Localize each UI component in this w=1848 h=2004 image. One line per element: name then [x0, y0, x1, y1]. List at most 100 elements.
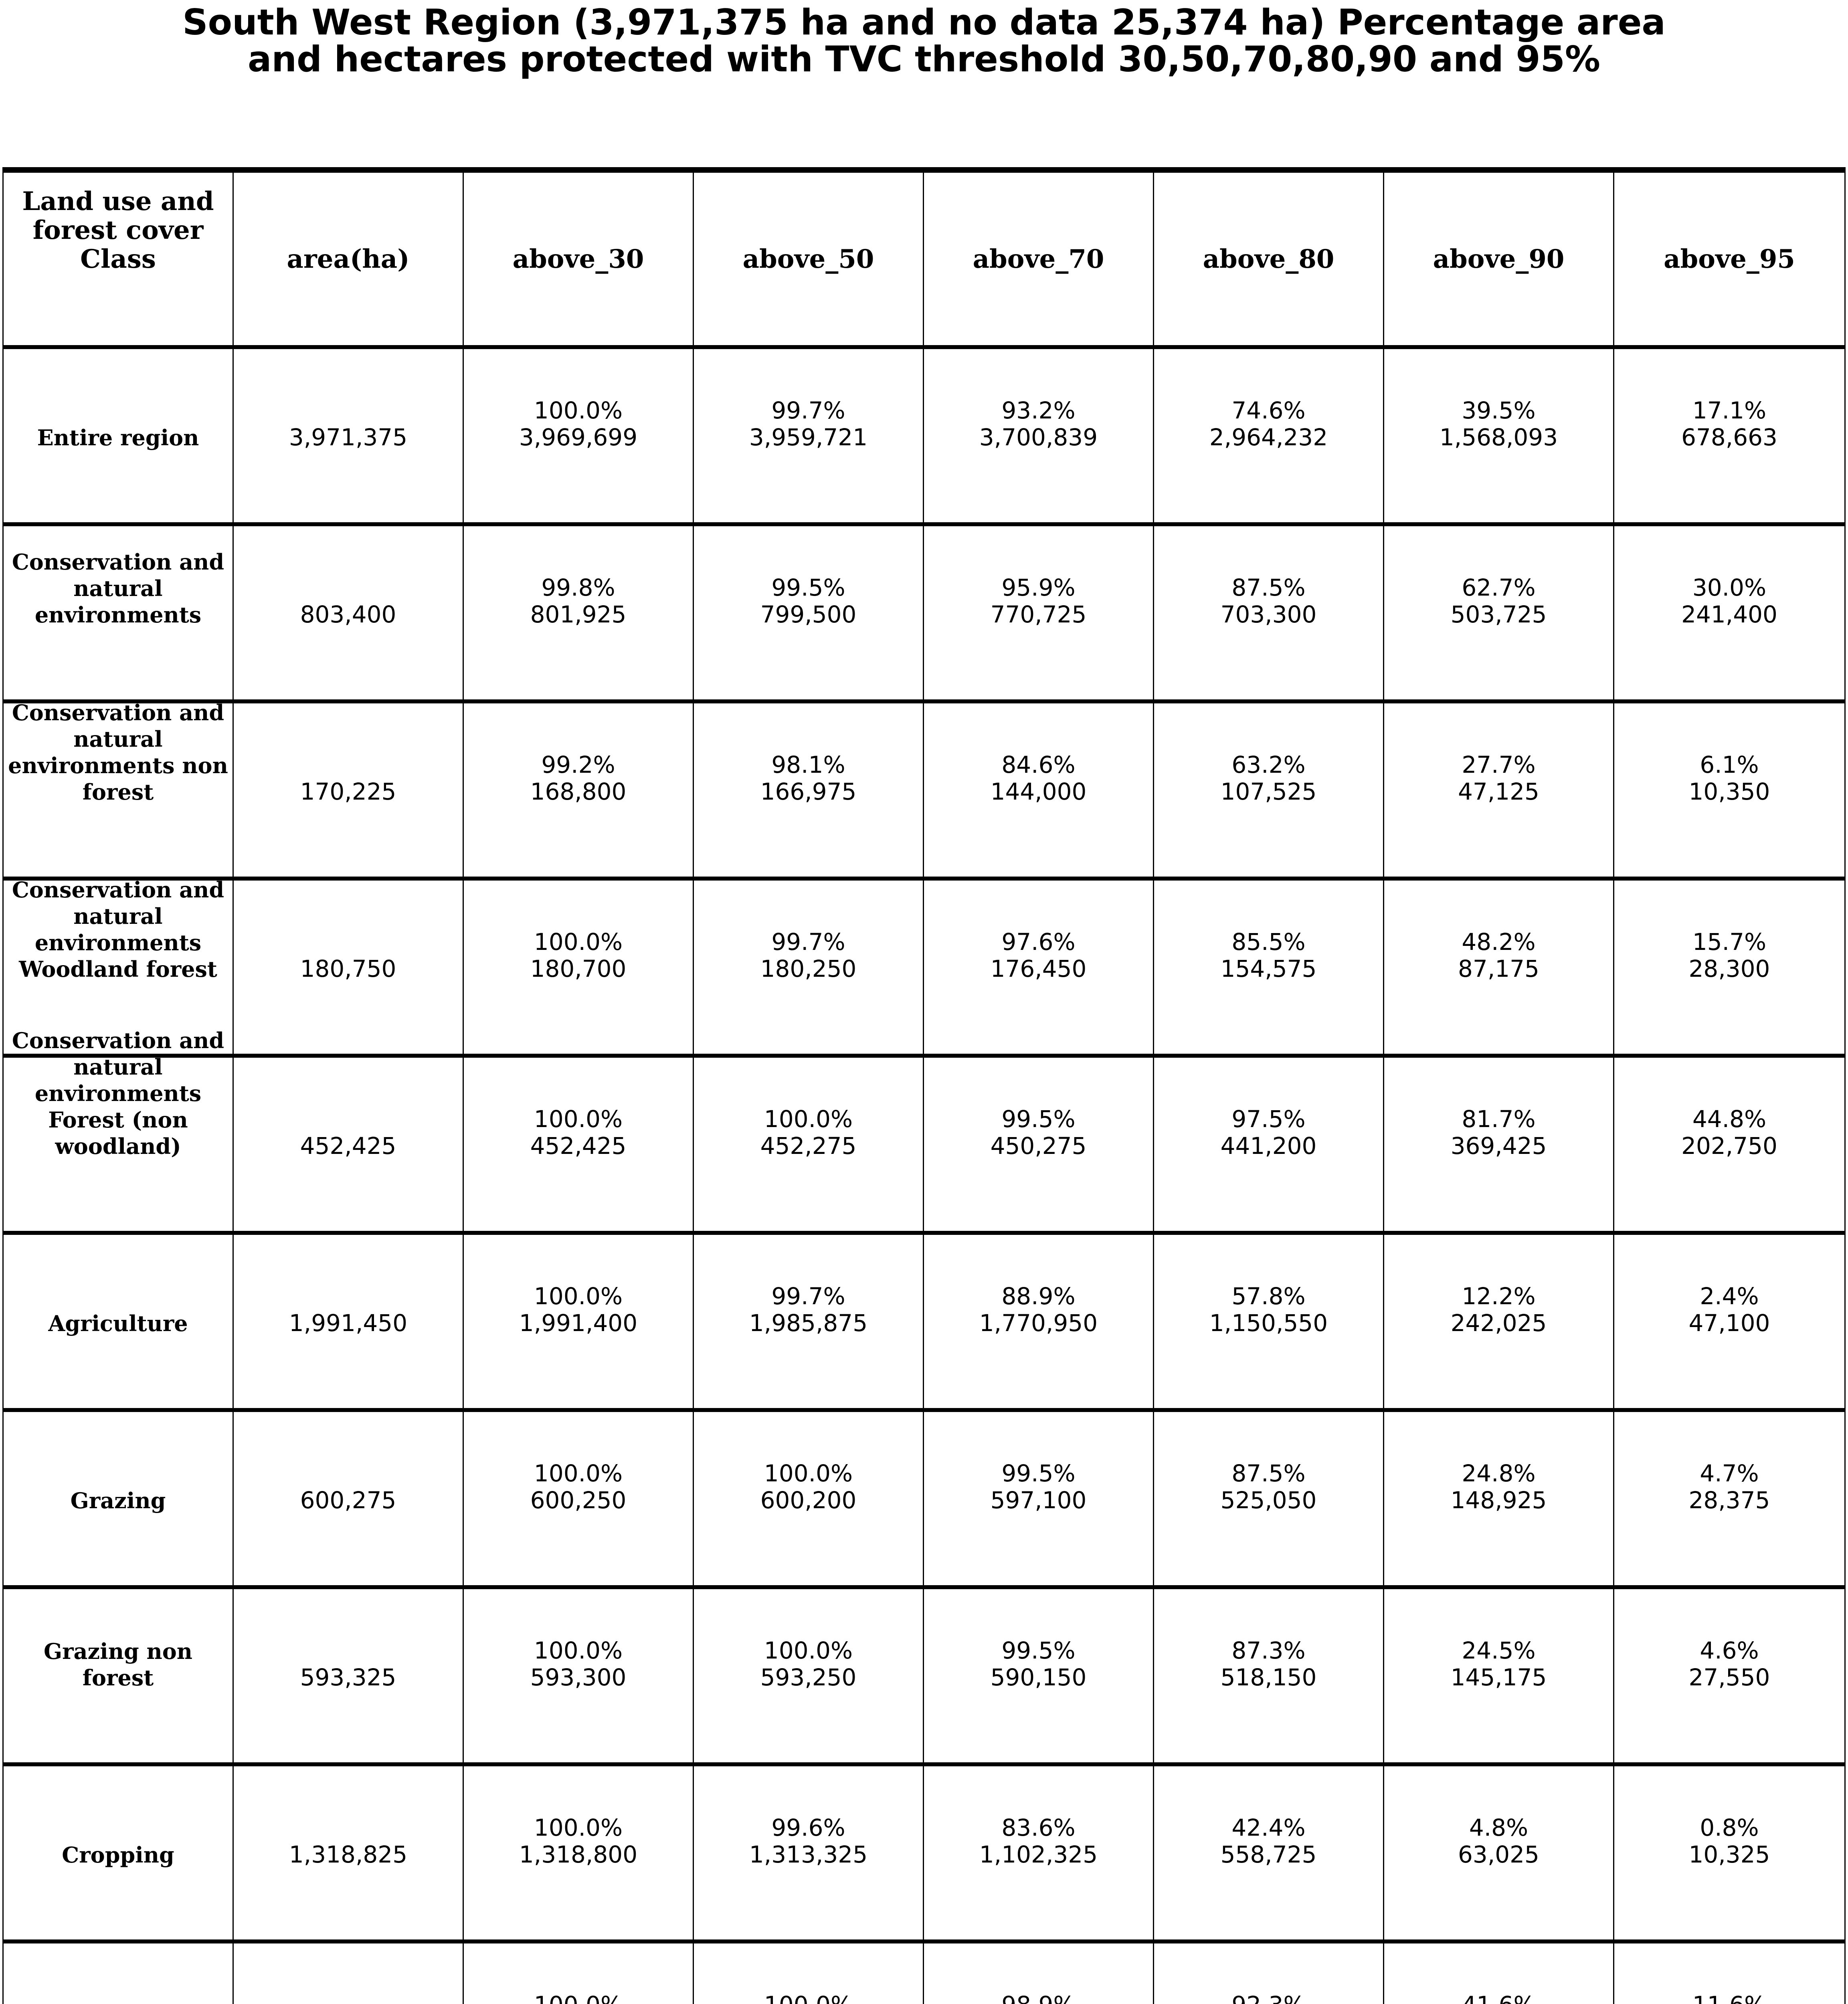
above-80-cell: 63.2% 107,525: [1154, 703, 1384, 877]
threshold-cell-content: 57.8% 1,150,550: [1157, 1283, 1381, 1337]
row-label-cell: Conservation and natural environments: [4, 526, 234, 699]
area-ha-value: 1,991,450: [289, 1309, 408, 1337]
percent-value: 4.8%: [1469, 1814, 1529, 1841]
threshold-cell-content: 84.6% 144,000: [926, 752, 1150, 805]
column-header-above_80: above_80: [1154, 173, 1384, 345]
threshold-cell-content: 99.7% 1,985,875: [696, 1283, 920, 1337]
hectares-value: 452,275: [760, 1132, 857, 1160]
table-header-row: Land use and forest cover Class area(ha) a…: [4, 173, 1844, 349]
above-70-cell: 99.5% 450,275: [924, 1058, 1154, 1231]
above-50-cell: 99.7% 1,985,875: [694, 1235, 924, 1408]
hectares-value: 770,725: [990, 601, 1087, 628]
hectares-value: 1,991,400: [519, 1309, 638, 1337]
area-ha-cell: 1,991,450: [234, 1235, 464, 1408]
above-30-cell: 100.0% 593,300: [464, 1589, 694, 1762]
area-ha-cell: 72,250: [234, 1943, 464, 2004]
above-30-cell: 100.0% 452,425: [464, 1058, 694, 1231]
threshold-cell-content: 48.2% 87,175: [1387, 929, 1611, 982]
row-label-cell: Cropping: [4, 1766, 234, 1939]
threshold-cell-content: 63.2% 107,525: [1157, 752, 1381, 805]
threshold-cell-content: 99.5% 799,500: [696, 574, 920, 628]
column-header-label: above_90: [1433, 244, 1565, 274]
percent-value: 95.9%: [1001, 574, 1076, 601]
percent-value: 92.3%: [1157, 1992, 1381, 2004]
above-90-cell: 62.7% 503,725: [1384, 526, 1614, 699]
column-header-above_90: above_90: [1384, 173, 1614, 345]
percent-value: 44.8%: [1692, 1105, 1767, 1133]
above-90-cell: 24.5% 145,175: [1384, 1589, 1614, 1762]
percent-value: 99.5%: [1001, 1460, 1076, 1487]
above-30-cell: 99.2% 168,800: [464, 703, 694, 877]
threshold-cell-content: 93.2% 3,700,839: [926, 397, 1150, 451]
percent-value: 100.0%: [764, 1105, 853, 1133]
percent-value: 100.0%: [534, 1283, 623, 1310]
threshold-cell-content: 87.3% 518,150: [1157, 1637, 1381, 1691]
percent-value: 74.6%: [1231, 397, 1306, 424]
threshold-cell-content: 4.8% 63,025: [1387, 1814, 1611, 1868]
above-95-cell: 44.8% 202,750: [1614, 1058, 1844, 1231]
row-label-cell: Conservation and natural environments Wo…: [4, 877, 234, 1054]
threshold-cell-content: 85.5% 154,575: [1157, 929, 1381, 982]
threshold-cell-content: 4.6% 27,550: [1617, 1637, 1842, 1691]
column-header-above_95: above_95: [1614, 173, 1844, 345]
threshold-cell-content: 100.0% 600,250: [466, 1460, 690, 1514]
hectares-value: 47,100: [1688, 1309, 1770, 1337]
threshold-cell-content: 15.7% 28,300: [1617, 929, 1842, 982]
hectares-value: 145,175: [1450, 1664, 1547, 1691]
threshold-cell-content: 100.0% 180,700: [466, 929, 690, 982]
percent-value: 57.8%: [1231, 1283, 1306, 1310]
hectares-value: 558,725: [1220, 1841, 1317, 1868]
percent-value: 99.5%: [1001, 1105, 1076, 1133]
table-row-8: Cropping 1,318,825 100.0% 1,318,800 99.6% 1,3…: [4, 1766, 1844, 1943]
hectares-value: 148,925: [1450, 1487, 1547, 1514]
above-50-cell: 100.0%72,250: [694, 1943, 924, 2004]
area-ha-cell: 1,318,825: [234, 1766, 464, 1939]
threshold-cell-content: 62.7% 503,725: [1387, 574, 1611, 628]
row-label: Grazing: [70, 1488, 166, 1513]
hectares-value: 703,300: [1220, 601, 1317, 628]
percent-value: 6.1%: [1700, 751, 1759, 778]
table-row-0: Entire region 3,971,375 100.0% 3,969,699 99.…: [4, 349, 1844, 526]
above-80-cell: 97.5% 441,200: [1154, 1058, 1384, 1231]
column-header-areaha: area(ha): [234, 173, 464, 345]
percent-value: 100.0%: [696, 1992, 920, 2004]
above-30-cell: 100.0% 1,318,800: [464, 1766, 694, 1939]
hectares-value: 63,025: [1458, 1841, 1539, 1868]
above-70-cell: 93.2% 3,700,839: [924, 349, 1154, 522]
area-ha-value: 180,750: [300, 955, 396, 982]
column-header-label: above_50: [742, 244, 874, 274]
land-use-tvc-table: Land use and forest cover Class area(ha) a…: [2, 167, 1846, 2004]
hectares-value: 525,050: [1220, 1487, 1317, 1514]
area-ha-cell: 593,325: [234, 1589, 464, 1762]
percent-value: 99.6%: [771, 1814, 845, 1841]
percent-value: 88.9%: [1001, 1283, 1076, 1310]
hectares-value: 144,000: [990, 778, 1087, 805]
row-label: Conservation and natural environments: [12, 549, 224, 628]
column-header-above_50: above_50: [694, 173, 924, 345]
percent-value: 100.0%: [534, 1460, 623, 1487]
hectares-value: 590,150: [990, 1664, 1087, 1691]
above-70-cell: 99.5% 590,150: [924, 1589, 1154, 1762]
row-label-cell: Agriculture: [4, 1235, 234, 1408]
above-90-cell: 48.2% 87,175: [1384, 881, 1614, 1054]
percent-value: 2.4%: [1700, 1283, 1759, 1310]
hectares-value: 1,770,950: [979, 1309, 1098, 1337]
percent-value: 100.0%: [534, 1105, 623, 1133]
percent-value: 4.6%: [1700, 1637, 1759, 1664]
percent-value: 99.7%: [771, 397, 845, 424]
threshold-cell-content: 100.0%72,250: [466, 1992, 690, 2004]
threshold-cell-content: 0.8% 10,325: [1617, 1814, 1842, 1868]
percent-value: 93.2%: [1001, 397, 1076, 424]
percent-value: 100.0%: [764, 1637, 853, 1664]
row-label-cell: Conservation and natural environments no…: [4, 700, 234, 877]
threshold-cell-content: 99.5% 597,100: [926, 1460, 1150, 1514]
percent-value: 85.5%: [1231, 928, 1306, 956]
area-ha-value: 3,971,375: [289, 424, 408, 451]
column-header-label: above_30: [512, 244, 644, 274]
above-70-cell: 83.6% 1,102,325: [924, 1766, 1154, 1939]
hectares-value: 180,250: [760, 955, 857, 982]
above-30-cell: 100.0% 600,250: [464, 1412, 694, 1585]
table-row-6: Grazing 600,275 100.0% 600,250 100.0% 600,200…: [4, 1412, 1844, 1589]
threshold-cell-content: 99.8% 801,925: [466, 574, 690, 628]
above-50-cell: 99.5% 799,500: [694, 526, 924, 699]
